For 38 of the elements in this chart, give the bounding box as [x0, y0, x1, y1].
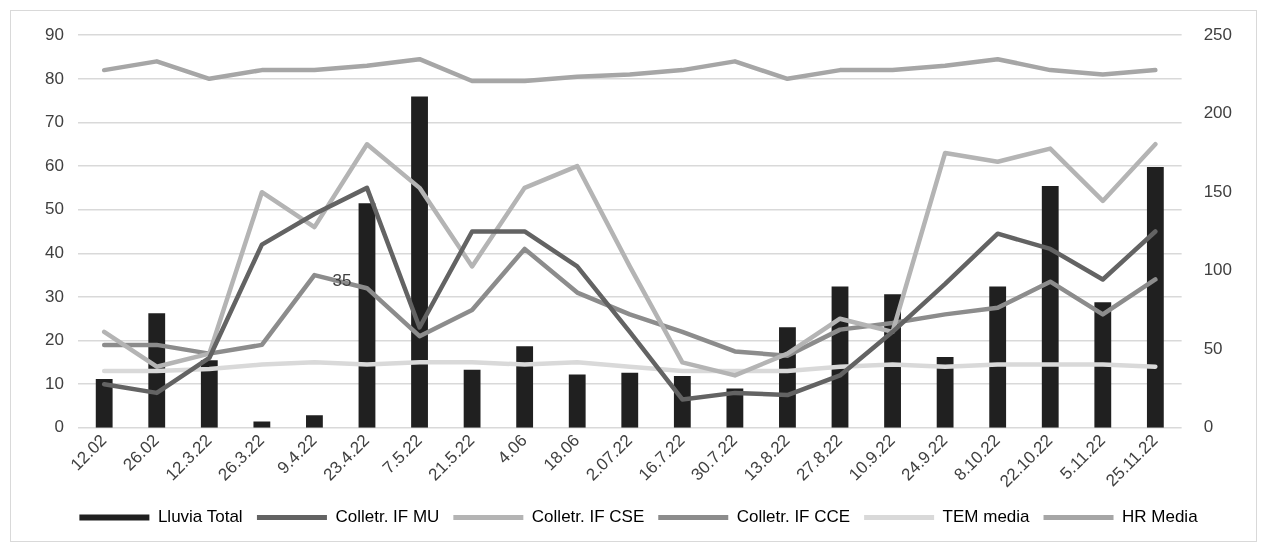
y2-tick-label: 50 [1203, 338, 1223, 358]
bar [1041, 185, 1059, 428]
y-tick-label: 90 [44, 24, 64, 44]
bar [95, 379, 113, 428]
y2-tick-label: 0 [1203, 417, 1214, 437]
y-tick-label: 60 [44, 155, 64, 175]
y-tick-label: 40 [44, 242, 64, 262]
legend-label: Colletr. IF CCE [736, 507, 851, 527]
bar [568, 374, 586, 428]
x-tick-label: 4.06 [493, 430, 531, 468]
y2-tick-label: 150 [1203, 181, 1233, 201]
legend-label: TEM media [942, 507, 1031, 527]
y-tick-label: 70 [44, 112, 64, 132]
y-tick-label: 50 [44, 199, 64, 219]
legend-label: HR Media [1122, 507, 1199, 527]
bar [516, 346, 534, 428]
bar [200, 360, 218, 428]
bar [358, 203, 376, 428]
bar [411, 96, 428, 428]
y2-tick-label: 200 [1203, 103, 1233, 123]
bar [1094, 302, 1112, 428]
y-tick-label: 80 [44, 68, 64, 88]
y2-tick-label: 250 [1203, 24, 1233, 44]
legend-label: Colletr. IF MU [335, 507, 440, 527]
legend-label: Colletr. IF CSE [531, 507, 645, 527]
bar [1146, 167, 1164, 428]
annotation: 35 [332, 270, 352, 290]
bar [306, 415, 323, 428]
y-tick-label: 0 [54, 417, 64, 437]
bar [463, 369, 481, 428]
bar [621, 372, 639, 428]
y-tick-label: 30 [44, 286, 64, 306]
legend-label: Lluvia Total [157, 507, 243, 527]
bar [989, 286, 1007, 428]
y-tick-label: 20 [44, 330, 64, 350]
y2-tick-label: 100 [1203, 260, 1233, 280]
bar [936, 357, 954, 428]
y-tick-label: 10 [44, 373, 64, 393]
